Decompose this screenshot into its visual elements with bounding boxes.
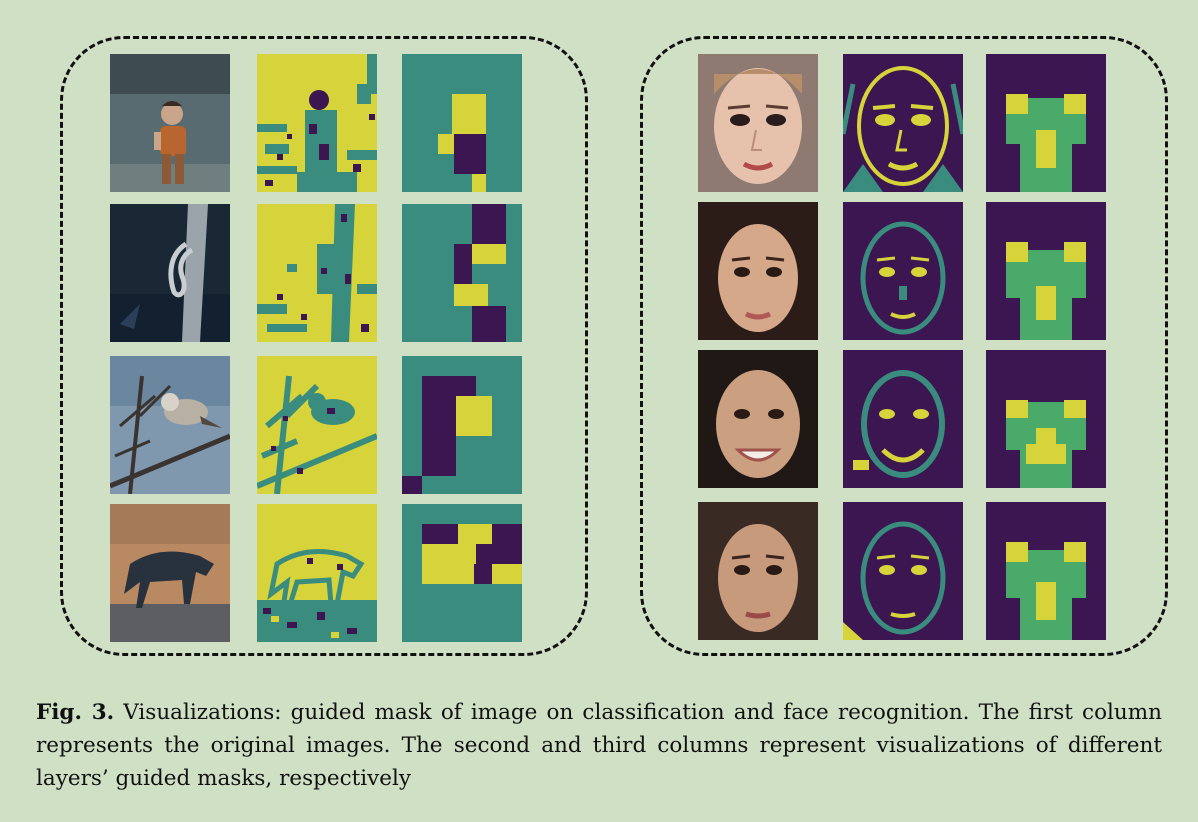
fine-mask-bird	[257, 356, 377, 494]
original-image-child	[110, 54, 230, 192]
fine-mask-hyena	[257, 504, 377, 642]
fine-mask-face-1	[843, 54, 963, 192]
coarse-mask-face-4	[986, 502, 1106, 640]
fine-mask-snake	[257, 204, 377, 342]
caption-label: Fig. 3.	[36, 700, 115, 725]
face-image-4	[698, 502, 818, 640]
face-recognition-panel	[640, 36, 1168, 656]
coarse-mask-bird	[402, 356, 522, 494]
coarse-mask-snake	[402, 204, 522, 342]
caption-text: Visualizations: guided mask of image on …	[36, 700, 1162, 791]
figure-caption: Fig. 3. Visualizations: guided mask of i…	[36, 696, 1162, 795]
face-image-3	[698, 350, 818, 488]
original-image-bird	[110, 356, 230, 494]
fine-mask-face-3	[843, 350, 963, 488]
coarse-mask-child	[402, 54, 522, 192]
face-image-2	[698, 202, 818, 340]
coarse-mask-face-2	[986, 202, 1106, 340]
original-image-snake	[110, 204, 230, 342]
fine-mask-face-2	[843, 202, 963, 340]
face-image-1	[698, 54, 818, 192]
coarse-mask-face-1	[986, 54, 1106, 192]
classification-panel	[60, 36, 588, 656]
coarse-mask-face-3	[986, 350, 1106, 488]
original-image-hyena	[110, 504, 230, 642]
fine-mask-face-4	[843, 502, 963, 640]
coarse-mask-hyena	[402, 504, 522, 642]
fine-mask-child	[257, 54, 377, 192]
